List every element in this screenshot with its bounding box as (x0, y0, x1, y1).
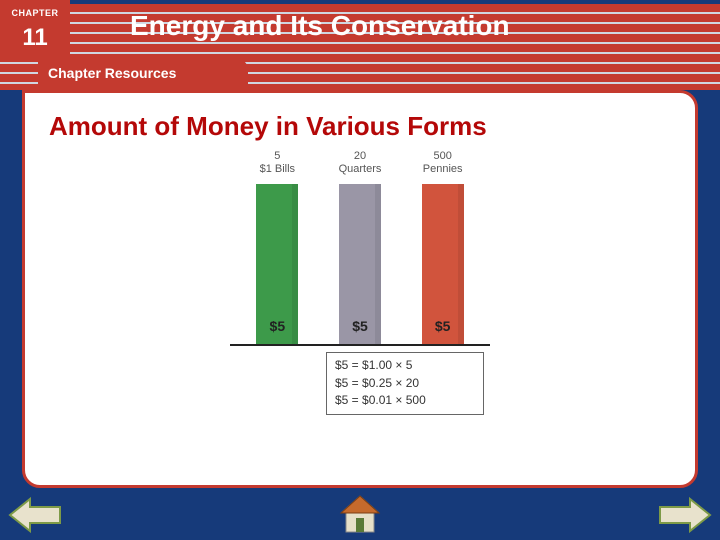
bar-label: Pennies (423, 163, 463, 175)
bar-value-label: $5 (270, 318, 286, 334)
money-chart: 5$1 Bills 20Quarters 500Pennies $5 $5 $5 $5 … (230, 150, 490, 415)
page-title: Energy and Its Conservation (130, 10, 700, 42)
chapter-badge: CHAPTER 11 (0, 0, 70, 58)
bar-header: 20Quarters (330, 150, 390, 176)
bar-count: 5 (274, 150, 280, 162)
home-roof-icon (341, 496, 379, 513)
content-heading: Amount of Money in Various Forms (49, 111, 671, 142)
home-door-icon (356, 518, 364, 532)
chart-legend: $5 = $1.00 × 5$5 = $0.25 × 20$5 = $0.01 … (326, 352, 484, 414)
resources-tab[interactable]: Chapter Resources (38, 58, 248, 88)
legend-line: $5 = $1.00 × 5 (335, 357, 475, 374)
chart-bar: $5 (422, 184, 464, 344)
arrow-left-icon (10, 499, 60, 531)
chart-bar: $5 (339, 184, 381, 344)
chapter-number: 11 (0, 24, 70, 52)
bar-label: $1 Bills (260, 163, 295, 175)
chapter-label: CHAPTER (0, 0, 70, 18)
content-panel: Amount of Money in Various Forms 5$1 Bil… (22, 90, 698, 488)
bar-count: 500 (433, 150, 451, 162)
bar-header: 500Pennies (413, 150, 473, 176)
bar-value-label: $5 (352, 318, 368, 334)
next-button[interactable] (658, 496, 712, 534)
bar-count: 20 (354, 150, 366, 162)
chart-bar: $5 (256, 184, 298, 344)
legend-line: $5 = $0.01 × 500 (335, 392, 475, 409)
home-button[interactable] (338, 492, 382, 536)
bar-header: 5$1 Bills (247, 150, 307, 176)
legend-line: $5 = $0.25 × 20 (335, 375, 475, 392)
bar-label: Quarters (339, 163, 382, 175)
slide: CHAPTER 11 Energy and Its Conservation C… (0, 0, 720, 540)
bar-value-label: $5 (435, 318, 451, 334)
prev-button[interactable] (8, 496, 62, 534)
arrow-right-icon (660, 499, 710, 531)
